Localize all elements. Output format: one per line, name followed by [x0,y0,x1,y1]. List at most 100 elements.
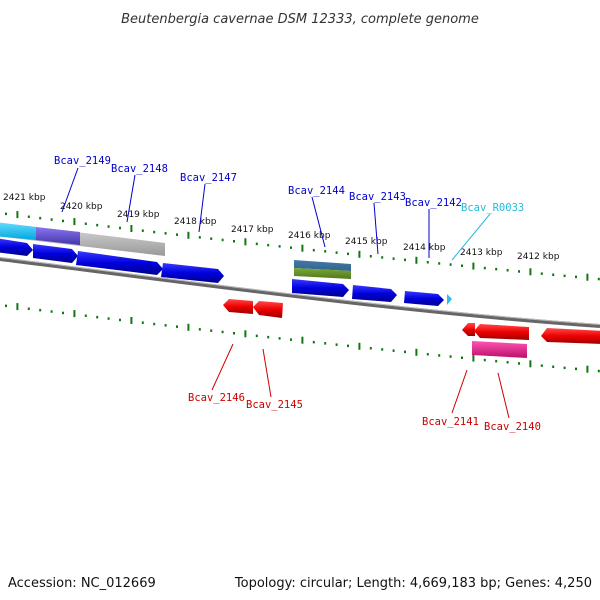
forward-gene [404,291,444,306]
minor-tick [335,251,338,254]
gene-label[interactable]: Bcav_2144 [288,185,345,197]
minor-tick [255,334,258,338]
minor-tick [233,240,235,243]
kbp-label: 2415 kbp [345,237,388,247]
forward-gene [352,285,397,302]
minor-tick [597,277,600,281]
gene-label[interactable]: Bcav_2140 [484,421,541,433]
minor-tick [164,232,167,235]
minor-tick [381,256,384,259]
reverse-genes [223,299,600,358]
minor-tick [153,230,156,234]
minor-tick [575,275,577,279]
minor-tick [552,273,555,276]
minor-tick [312,340,315,344]
major-tick [244,330,247,338]
leader-lines-bottom [211,343,510,419]
reverse-gene [474,324,529,340]
major-tick [529,268,532,276]
minor-tick [597,369,600,373]
gene-bar-cyan [0,222,36,240]
minor-tick [233,332,235,335]
minor-tick [483,266,486,270]
major-tick [472,262,475,270]
minor-tick [278,245,281,248]
major-tick [301,244,304,252]
gene-labels-bottom: Bcav_2146 Bcav_2145 Bcav_2141 Bcav_2140 [188,392,541,433]
minor-tick [312,248,315,252]
minor-tick [540,272,543,275]
minor-tick [176,325,178,328]
minor-tick [39,308,42,312]
gene-label[interactable]: Bcav_2146 [188,392,245,404]
minor-tick [176,233,178,236]
gene-bar-purple [36,227,80,245]
minor-tick [563,274,566,278]
minor-tick [164,324,167,327]
minor-tick [381,348,384,351]
minor-tick [210,237,213,240]
minor-tick [347,252,349,256]
minor-tick [449,263,452,266]
minor-tick [210,329,213,332]
minor-tick [438,354,441,357]
minor-tick [107,225,110,228]
kbp-label: 2416 kbp [288,231,331,241]
minor-tick [404,350,406,354]
minor-tick [438,262,441,265]
minor-tick [39,216,42,220]
minor-tick [369,255,372,258]
gene-labels-top: Bcav_2149 Bcav_2148 Bcav_2147 Bcav_2144 … [54,155,524,214]
genome-backbone [0,257,600,328]
gene-label[interactable]: Bcav_2143 [349,191,406,203]
gene-label[interactable]: Bcav_2147 [180,172,237,184]
minor-tick [267,243,270,247]
gene-label[interactable]: Bcav_2149 [54,155,111,167]
minor-tick [267,335,270,339]
minor-tick [404,258,406,262]
minor-tick [369,347,372,350]
minor-tick [392,257,395,260]
minor-tick [324,342,327,345]
minor-tick [461,356,463,359]
major-tick [73,218,76,226]
minor-tick [5,212,7,216]
pink-gene [472,341,527,358]
major-tick [16,303,19,311]
kbp-labels: 2421 kbp 2420 kbp 2419 kbp 2418 kbp 2417… [3,193,560,262]
gene-label[interactable]: Bcav_2148 [111,163,168,175]
minor-tick [96,223,99,227]
minor-tick [50,310,53,313]
kbp-label: 2420 kbp [60,202,103,212]
minor-tick [27,307,30,310]
minor-tick [495,359,498,363]
gene-label[interactable]: Bcav_2141 [422,416,479,428]
kbp-label: 2414 kbp [403,243,446,253]
kbp-label: 2413 kbp [460,248,503,258]
reverse-gene [253,301,283,318]
major-tick [187,323,190,331]
forward-gene [76,251,163,275]
accession-text: Accession: NC_012669 [8,576,156,591]
minor-tick [392,349,395,352]
leader-lines-top [61,167,430,258]
forward-genes [0,238,452,306]
major-tick [529,360,532,368]
kbp-label: 2417 kbp [231,225,274,235]
minor-tick [198,236,201,239]
minor-tick [221,238,224,242]
gene-label-rna[interactable]: Bcav_R0033 [461,202,524,214]
gene-label[interactable]: Bcav_2145 [246,399,303,411]
minor-tick [461,264,463,267]
minor-tick [221,330,224,334]
forward-gene [0,238,33,256]
reverse-gene [462,323,475,336]
forward-gene [292,279,349,297]
minor-tick [119,318,121,322]
minor-tick [563,366,566,370]
gene-label[interactable]: Bcav_2142 [405,197,462,209]
forward-gene [33,244,78,263]
major-tick [415,348,418,356]
minor-tick [153,322,156,326]
minor-tick [335,343,338,346]
